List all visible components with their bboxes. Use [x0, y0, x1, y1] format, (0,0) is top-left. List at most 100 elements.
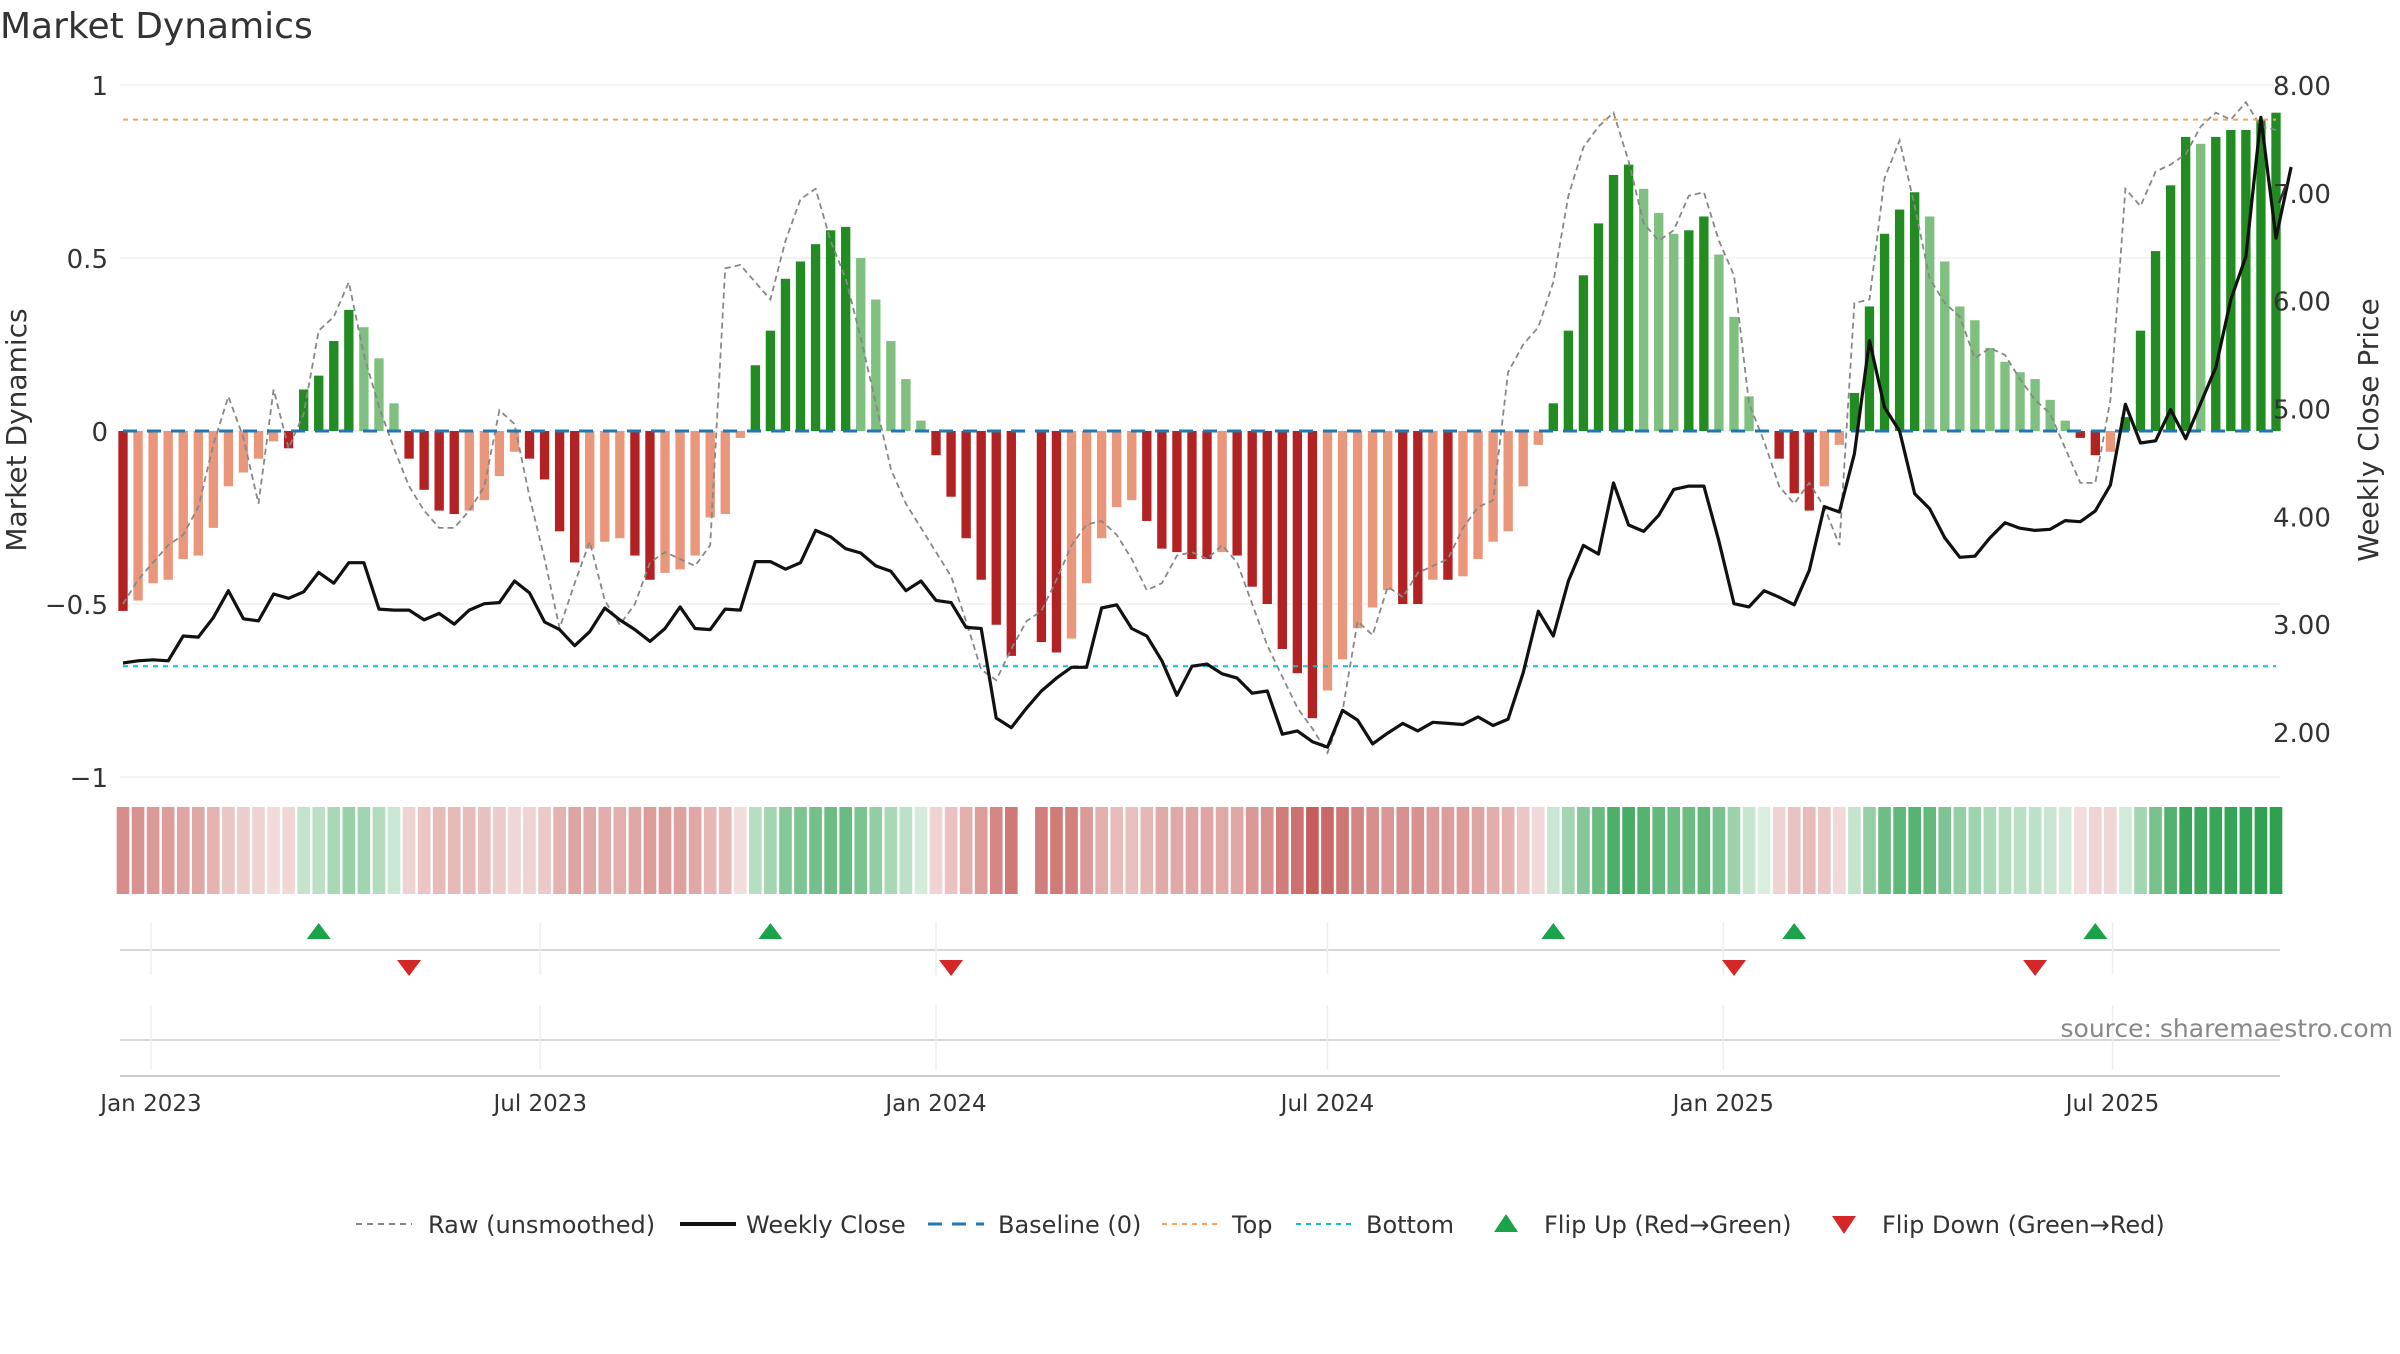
heat-strip-cell [342, 807, 356, 894]
heat-strip-cell [899, 807, 913, 894]
dynamics-bar [1894, 209, 1905, 431]
dynamics-bar [2015, 372, 2025, 431]
heat-strip-cell [2239, 807, 2253, 894]
heat-strip-cell [1712, 807, 1726, 894]
dynamics-bar [1187, 431, 1197, 560]
dynamics-bar [1518, 431, 1528, 487]
dynamics-bar [886, 341, 896, 431]
flip-up-marker [2083, 923, 2108, 939]
x-axis: Jan 2023 Jul 2023 Jan 2024 Jul 2024 Jan 2025… [98, 1091, 2159, 1117]
dynamics-bar [1488, 431, 1498, 542]
dynamics-bar [1307, 431, 1318, 719]
dynamics-bar [1157, 431, 1167, 549]
heat-strip-cell [553, 807, 566, 894]
x-tick-label: Jul 2025 [2064, 1091, 2160, 1117]
dynamics-bar [208, 431, 219, 528]
heat-strip-cell [1306, 807, 1319, 894]
heat-strip-cell [779, 807, 792, 894]
dynamics-bar [1217, 431, 1227, 553]
dynamics-bar [464, 431, 474, 511]
heat-strip-cell [1351, 807, 1364, 894]
flip-down-marker [397, 960, 422, 976]
dynamics-bar [178, 431, 188, 560]
dynamics-bar [1714, 254, 1724, 431]
heat-strip-cell [493, 807, 506, 894]
heat-strip-cell [733, 807, 747, 894]
dynamics-bar [1654, 213, 1664, 431]
heat-strip-cell [1802, 807, 1816, 894]
flip-down-marker [939, 960, 964, 976]
dynamics-bar [1608, 174, 1619, 431]
dynamics-bar [1292, 431, 1303, 674]
dynamics-bar [1398, 431, 1408, 604]
heat-strip-cell [1110, 807, 1124, 894]
heat-strip-cell [447, 807, 461, 894]
dynamics-bar [660, 431, 670, 573]
dynamics-bar [1458, 431, 1468, 577]
x-tick-label: Jan 2023 [98, 1091, 201, 1117]
heat-strip-cell [703, 807, 717, 894]
dynamics-bar [1669, 233, 1679, 431]
legend-label: Raw (unsmoothed) [428, 1211, 655, 1239]
dynamics-bar [253, 431, 264, 459]
heat-strip-cell [2164, 807, 2177, 894]
heat-strip-cell [1336, 807, 1349, 894]
heat-strip-cell [1908, 807, 1921, 894]
dynamics-bar [2226, 129, 2236, 432]
heat-strip-cell [1170, 807, 1184, 894]
dynamics-bar [359, 327, 369, 431]
legend-label: Flip Up (Red→Green) [1544, 1211, 1792, 1239]
heat-strip-cell [327, 807, 341, 894]
heat-strip-cell [2269, 807, 2283, 894]
dynamics-bar [705, 431, 715, 518]
dynamics-bar [299, 389, 309, 431]
dynamics-bar [2165, 185, 2176, 431]
dynamics-bar [2196, 143, 2206, 431]
heat-strip-cell [2089, 807, 2102, 894]
y2-tick-label: 6.00 [2273, 288, 2331, 318]
dynamics-bar [1352, 431, 1363, 629]
dynamics-bar [1699, 216, 1709, 431]
dynamics-bar [1849, 392, 1860, 431]
heat-strip-cell [1998, 807, 2012, 894]
y2-tick-label: 4.00 [2273, 503, 2331, 533]
heat-strip-cell [1050, 807, 1063, 894]
heat-strip-cell [1291, 807, 1304, 894]
heat-strip-cell [1035, 807, 1048, 894]
heat-strip-cell [1817, 807, 1831, 894]
heat-strip-cell [1622, 807, 1635, 894]
dynamics-bar [615, 431, 625, 539]
dynamics-bar [1112, 431, 1122, 508]
heat-strip-cell [2028, 807, 2042, 894]
dynamics-bar [2150, 251, 2161, 431]
dynamics-bar [118, 431, 128, 611]
heat-strip-cell [1245, 807, 1259, 894]
dynamics-bar [750, 365, 761, 431]
dynamics-bar [479, 431, 490, 501]
x-tick-label: Jan 2025 [1671, 1091, 1774, 1117]
dynamics-bar [524, 431, 535, 459]
heat-strip-cell [2104, 807, 2117, 894]
dynamics-bar [2030, 379, 2040, 431]
heat-strip-cell [2073, 807, 2087, 894]
heat-strip-cell [1140, 807, 1154, 894]
heat-strip-cell [2119, 807, 2132, 894]
y2-tick-label: 7.00 [2273, 180, 2331, 210]
dynamics-bar [871, 299, 881, 431]
dynamics-bar [780, 278, 791, 431]
heat-strip-cell [628, 807, 642, 894]
flip-up-marker [758, 923, 783, 939]
dynamics-bar [1443, 431, 1453, 580]
heat-strip-cell [462, 807, 476, 894]
heat-strip-cell [1923, 807, 1937, 894]
heat-strip-cell [568, 807, 582, 894]
heat-strip-cell [989, 807, 1003, 894]
heat-strip-cell [191, 807, 205, 894]
heat-strip-cell [1366, 807, 1379, 894]
dynamics-bar [268, 431, 279, 442]
y-tick-label: 0 [91, 418, 108, 448]
heat-strip-cell [297, 807, 310, 894]
heat-strip-cell [1095, 807, 1108, 894]
heat-strip-cell [267, 807, 280, 894]
heat-strip-cell [794, 807, 807, 894]
